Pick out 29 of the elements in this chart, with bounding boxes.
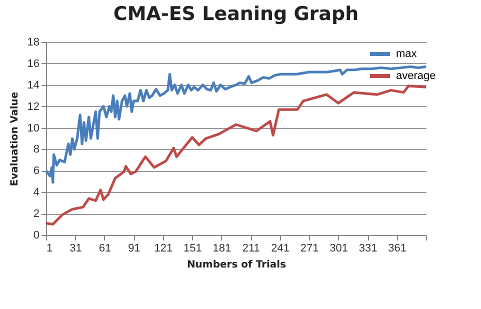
x-axis-title: Numbers of Trials	[186, 260, 286, 270]
chart-title: CMA-ES Leaning Graph	[113, 3, 359, 25]
y-tick-label: 4	[33, 186, 40, 199]
x-tick-label: 91	[128, 242, 140, 254]
x-tick-label: 61	[98, 242, 112, 254]
y-tick-label: 10	[27, 122, 40, 134]
x-tick-label: 241	[271, 242, 290, 254]
y-tick-label: 16	[27, 58, 40, 70]
legend-label: max	[396, 48, 418, 60]
y-tick-label: 6	[33, 165, 40, 178]
x-tick-label: 361	[388, 242, 406, 254]
y-tick-label: 12	[27, 100, 40, 113]
y-tick-label: 18	[27, 36, 40, 48]
x-tick-label: 211	[242, 242, 260, 254]
x-tick-label: 121	[154, 242, 173, 254]
x-tick-label: 181	[212, 242, 232, 254]
y-tick-label: 14	[27, 79, 40, 92]
x-tick-label: 151	[183, 242, 202, 254]
y-tick-label: 8	[33, 144, 40, 156]
x-tick-label: 301	[330, 242, 348, 254]
x-tick-label: 31	[70, 242, 82, 254]
line-series	[44, 84, 428, 226]
x-tick-label: 271	[300, 242, 319, 254]
y-axis-title: Evaluation Value	[9, 92, 20, 186]
y-tick-label: 2	[33, 208, 40, 220]
legend-label: average	[396, 70, 436, 82]
y-tick-label: 0	[33, 230, 40, 242]
x-tick-label: 1	[46, 242, 53, 254]
x-tick-label: 331	[358, 242, 378, 254]
